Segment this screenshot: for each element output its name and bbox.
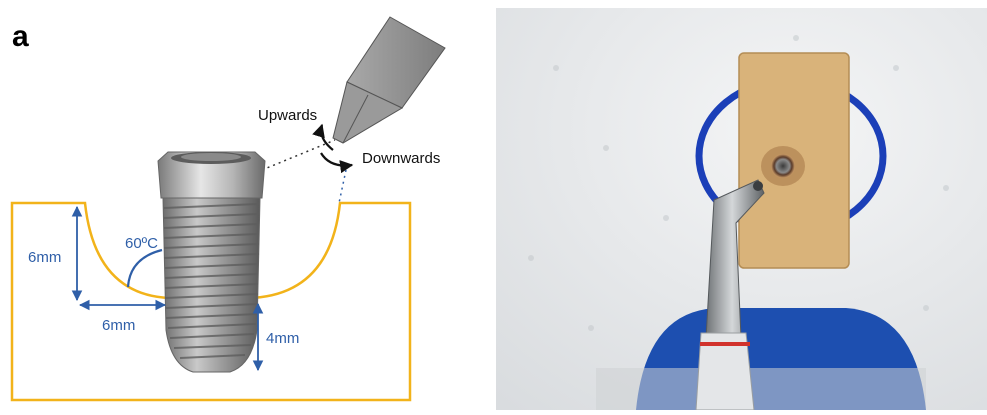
upwards-arrow: [312, 123, 334, 151]
downwards-label: Downwards: [362, 150, 440, 167]
upwards-label: Upwards: [258, 107, 317, 124]
guide-line-upper: [261, 139, 336, 171]
bone-block: [738, 52, 850, 269]
panel-a-letter: a: [12, 20, 29, 53]
angle-label: 60ºC: [125, 235, 158, 252]
guide-line-lower: [338, 169, 347, 204]
angle-arc: [126, 248, 163, 288]
depth-left-label: 6mm: [28, 249, 61, 266]
drill-tool: [332, 16, 446, 144]
dental-implant: [157, 151, 266, 373]
panel-a-svg: Upwards Downwards: [10, 16, 446, 402]
metal-base: [596, 368, 926, 410]
downwards-arrow: [320, 152, 354, 174]
depth-right-label: 4mm: [266, 330, 299, 347]
panel-b-svg: [496, 8, 987, 410]
dental-handpiece: [695, 179, 765, 410]
panel-b-photo: [496, 8, 987, 410]
paper-texture: [528, 35, 949, 331]
width-bottom-label: 6mm: [102, 317, 135, 334]
panel-a-diagram: Upwards Downwards: [0, 0, 490, 410]
